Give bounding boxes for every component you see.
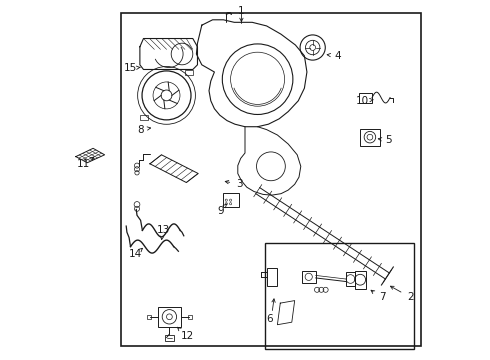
Text: 14: 14	[129, 249, 143, 259]
Bar	[355, 271, 366, 289]
Text: 12: 12	[181, 330, 194, 341]
Text: 7: 7	[379, 292, 386, 302]
Bar	[346, 272, 355, 286]
Text: 2: 2	[407, 292, 414, 302]
Bar	[360, 93, 372, 103]
Bar	[141, 116, 147, 121]
Text: 6: 6	[266, 314, 273, 324]
Bar	[121, 13, 421, 346]
Text: 15: 15	[124, 63, 138, 73]
Text: 10: 10	[356, 96, 369, 106]
Text: 11: 11	[77, 159, 90, 169]
Bar	[267, 268, 277, 286]
Text: 8: 8	[137, 125, 144, 135]
Bar	[185, 70, 193, 75]
Text: 13: 13	[157, 225, 170, 235]
Text: 1: 1	[238, 6, 245, 16]
Text: 4: 4	[335, 51, 341, 61]
Bar	[360, 129, 380, 146]
Bar	[147, 315, 151, 319]
Bar	[188, 315, 192, 319]
Text: 3: 3	[236, 179, 243, 189]
Bar	[302, 271, 316, 283]
Text: 9: 9	[217, 206, 224, 216]
Bar	[265, 243, 414, 349]
Bar	[165, 335, 174, 341]
Bar	[158, 307, 181, 327]
Bar	[223, 193, 239, 207]
Text: 5: 5	[386, 135, 392, 145]
